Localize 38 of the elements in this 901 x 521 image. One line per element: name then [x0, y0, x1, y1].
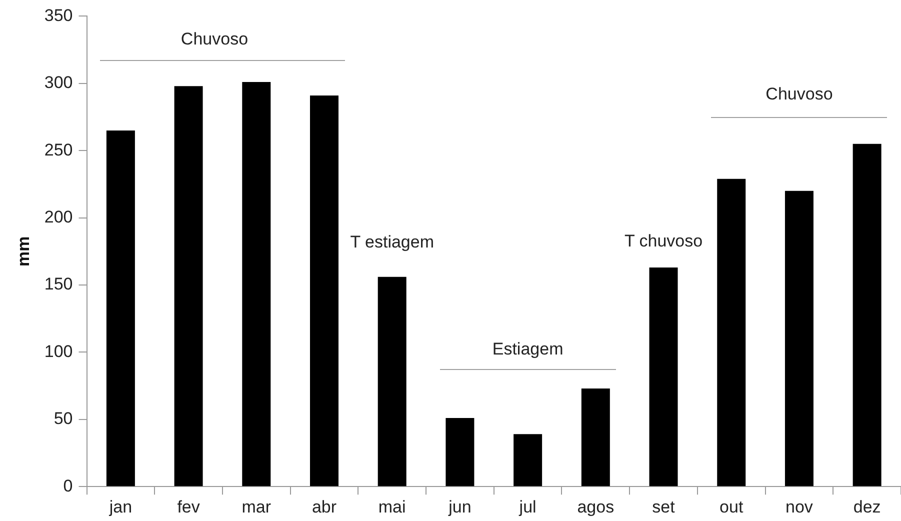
- x-tick-label: mai: [378, 497, 406, 516]
- x-tick-label: jul: [518, 497, 536, 516]
- y-tick-label: 350: [44, 6, 73, 25]
- bar: [649, 268, 678, 486]
- x-tick-label: abr: [312, 497, 337, 516]
- bar: [242, 82, 271, 486]
- y-tick-label: 50: [54, 409, 73, 428]
- annotation: T chuvoso: [624, 232, 703, 251]
- bar: [784, 190, 814, 486]
- y-tick-label: 100: [44, 342, 73, 361]
- x-tick-label: jan: [108, 497, 132, 516]
- y-tick-label: 300: [44, 73, 73, 92]
- bar: [310, 95, 338, 486]
- y-tick-label: 200: [44, 207, 73, 226]
- bar: [717, 178, 746, 486]
- bar: [174, 86, 203, 486]
- x-tick-label: set: [652, 497, 676, 516]
- x-tick-label: nov: [786, 497, 814, 516]
- annotation: T estiagem: [350, 232, 434, 252]
- y-axis-title: mm: [14, 236, 33, 267]
- bar: [446, 418, 474, 486]
- bar: [378, 276, 406, 486]
- annotation: Chuvoso: [180, 30, 248, 49]
- annotation: Estiagem: [492, 340, 564, 359]
- x-tick-label: fev: [177, 497, 200, 516]
- y-tick-label: 0: [63, 476, 73, 496]
- x-tick-label: out: [720, 497, 744, 516]
- y-tick-label: 150: [44, 274, 73, 294]
- bar: [852, 144, 882, 486]
- bar: [581, 388, 610, 486]
- x-tick-label: jun: [448, 497, 472, 516]
- x-tick-label: agos: [577, 497, 614, 516]
- y-tick-label: 250: [44, 140, 73, 160]
- annotation: Chuvoso: [766, 84, 833, 104]
- bar: [514, 434, 542, 486]
- x-tick-label: mar: [242, 497, 272, 516]
- bar: [106, 130, 135, 486]
- x-tick-label: dez: [853, 497, 881, 516]
